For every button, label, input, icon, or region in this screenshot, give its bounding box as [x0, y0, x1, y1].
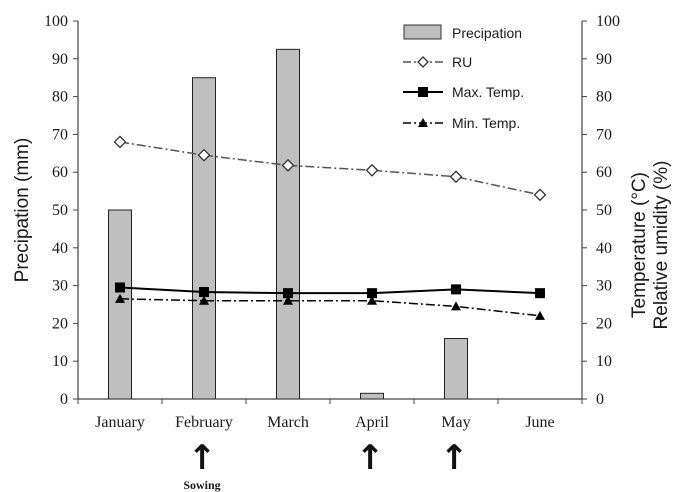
- x-tick-label: April: [355, 414, 389, 431]
- right-tick-label: 20: [596, 315, 612, 332]
- left-tick-label: 50: [52, 202, 68, 219]
- annotation-arrow: ↑: [440, 438, 469, 478]
- precipitation-bar: [360, 392, 384, 400]
- point-marker: [197, 148, 211, 162]
- left-tick-label: 60: [52, 164, 68, 181]
- right-tick-label: 10: [596, 353, 612, 370]
- x-tick-label: March: [267, 414, 309, 431]
- point-marker: [199, 295, 209, 305]
- x-tick-label: January: [95, 414, 145, 431]
- x-tick-label: May: [441, 414, 470, 431]
- point-marker: [115, 293, 125, 303]
- point-marker: [533, 188, 547, 202]
- left-tick-label: 10: [52, 353, 68, 370]
- point-marker: [535, 310, 545, 320]
- point-marker: [535, 288, 545, 299]
- legend: Precipation RU Max. Temp. Min. Temp.: [403, 24, 524, 131]
- left-tick-label: 0: [60, 391, 68, 408]
- legend-marker-max-temp: [418, 87, 428, 97]
- point-marker: [283, 295, 293, 305]
- left-tick-label: 20: [52, 315, 68, 332]
- precipitation-bar: [192, 77, 216, 400]
- point-marker: [451, 301, 461, 311]
- point-marker: [365, 163, 379, 177]
- y2-axis-title-line1: Temperature (°C): [629, 172, 650, 318]
- series-line: [119, 298, 541, 317]
- right-axis-ticks: 0 10 20 30 40 50 60 70 80 90 100: [582, 13, 620, 408]
- left-axis-ticks: 0 10 20 30 40 50 60 70 80 90 100: [44, 13, 78, 408]
- annotation-arrow: ↑: [356, 438, 385, 478]
- right-tick-label: 50: [596, 202, 612, 219]
- left-tick-label: 100: [44, 13, 68, 30]
- y-axis-title: Precipation (mm): [12, 138, 33, 283]
- right-tick-label: 0: [596, 391, 604, 408]
- legend-label-min-temp: Min. Temp.: [452, 115, 520, 131]
- x-axis-ticks: January February March April May June: [77, 399, 583, 431]
- axes: [77, 21, 583, 400]
- point-marker: [115, 282, 125, 293]
- left-tick-label: 70: [52, 126, 68, 143]
- point-marker: [449, 170, 463, 184]
- point-marker: [367, 288, 377, 299]
- annotation-label: Sowing: [183, 478, 220, 492]
- precipitation-bars: [108, 48, 468, 400]
- x-tick-label: February: [175, 414, 233, 431]
- legend-swatch-precipitation: [403, 24, 442, 40]
- left-tick-label: 40: [52, 240, 68, 257]
- legend-label-ru: RU: [452, 54, 472, 70]
- left-tick-label: 80: [52, 89, 68, 106]
- precipitation-bar: [444, 338, 468, 400]
- point-marker: [367, 295, 377, 305]
- series-line: [119, 141, 541, 196]
- legend-label-max-temp: Max. Temp.: [452, 84, 524, 100]
- left-tick-label: 30: [52, 278, 68, 295]
- y2-axis-title-line2: Relative umidity (%): [651, 161, 672, 330]
- right-tick-label: 40: [596, 240, 612, 257]
- point-marker: [113, 135, 127, 149]
- legend-marker-ru: [417, 56, 429, 68]
- series-lines: [113, 135, 547, 320]
- right-tick-label: 60: [596, 164, 612, 181]
- point-marker: [199, 287, 209, 298]
- right-tick-label: 90: [596, 51, 612, 68]
- x-tick-label: June: [525, 414, 554, 431]
- right-tick-label: 70: [596, 126, 612, 143]
- precipitation-bar: [108, 209, 132, 400]
- precipitation-bar: [276, 48, 300, 400]
- right-tick-label: 100: [596, 13, 620, 30]
- point-marker: [283, 288, 293, 299]
- series-line: [119, 286, 541, 295]
- right-tick-label: 80: [596, 89, 612, 106]
- annotations: ↑Sowing↑ ↑: [183, 438, 468, 492]
- legend-marker-min-temp: [418, 118, 428, 127]
- point-marker: [281, 158, 295, 172]
- left-tick-label: 90: [52, 51, 68, 68]
- right-tick-label: 30: [596, 278, 612, 295]
- annotation-arrow: ↑: [188, 438, 217, 478]
- point-marker: [451, 284, 461, 295]
- legend-label-precipitation: Precipation: [452, 25, 522, 41]
